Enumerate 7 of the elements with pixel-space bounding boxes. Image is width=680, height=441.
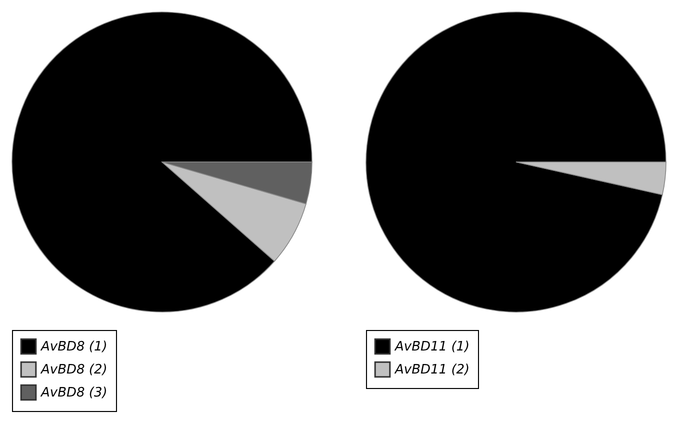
legend-label: AvBD11 (2) [394, 362, 470, 378]
pie-slice [12, 12, 312, 312]
legend-label: AvBD8 (3) [40, 386, 108, 400]
legend-label: AvBD8 (2) [40, 362, 108, 378]
legend-label: AvBD8 (1) [40, 340, 108, 354]
pie-slice [366, 12, 666, 312]
legend-label: AvBD11 (1) [394, 340, 470, 354]
